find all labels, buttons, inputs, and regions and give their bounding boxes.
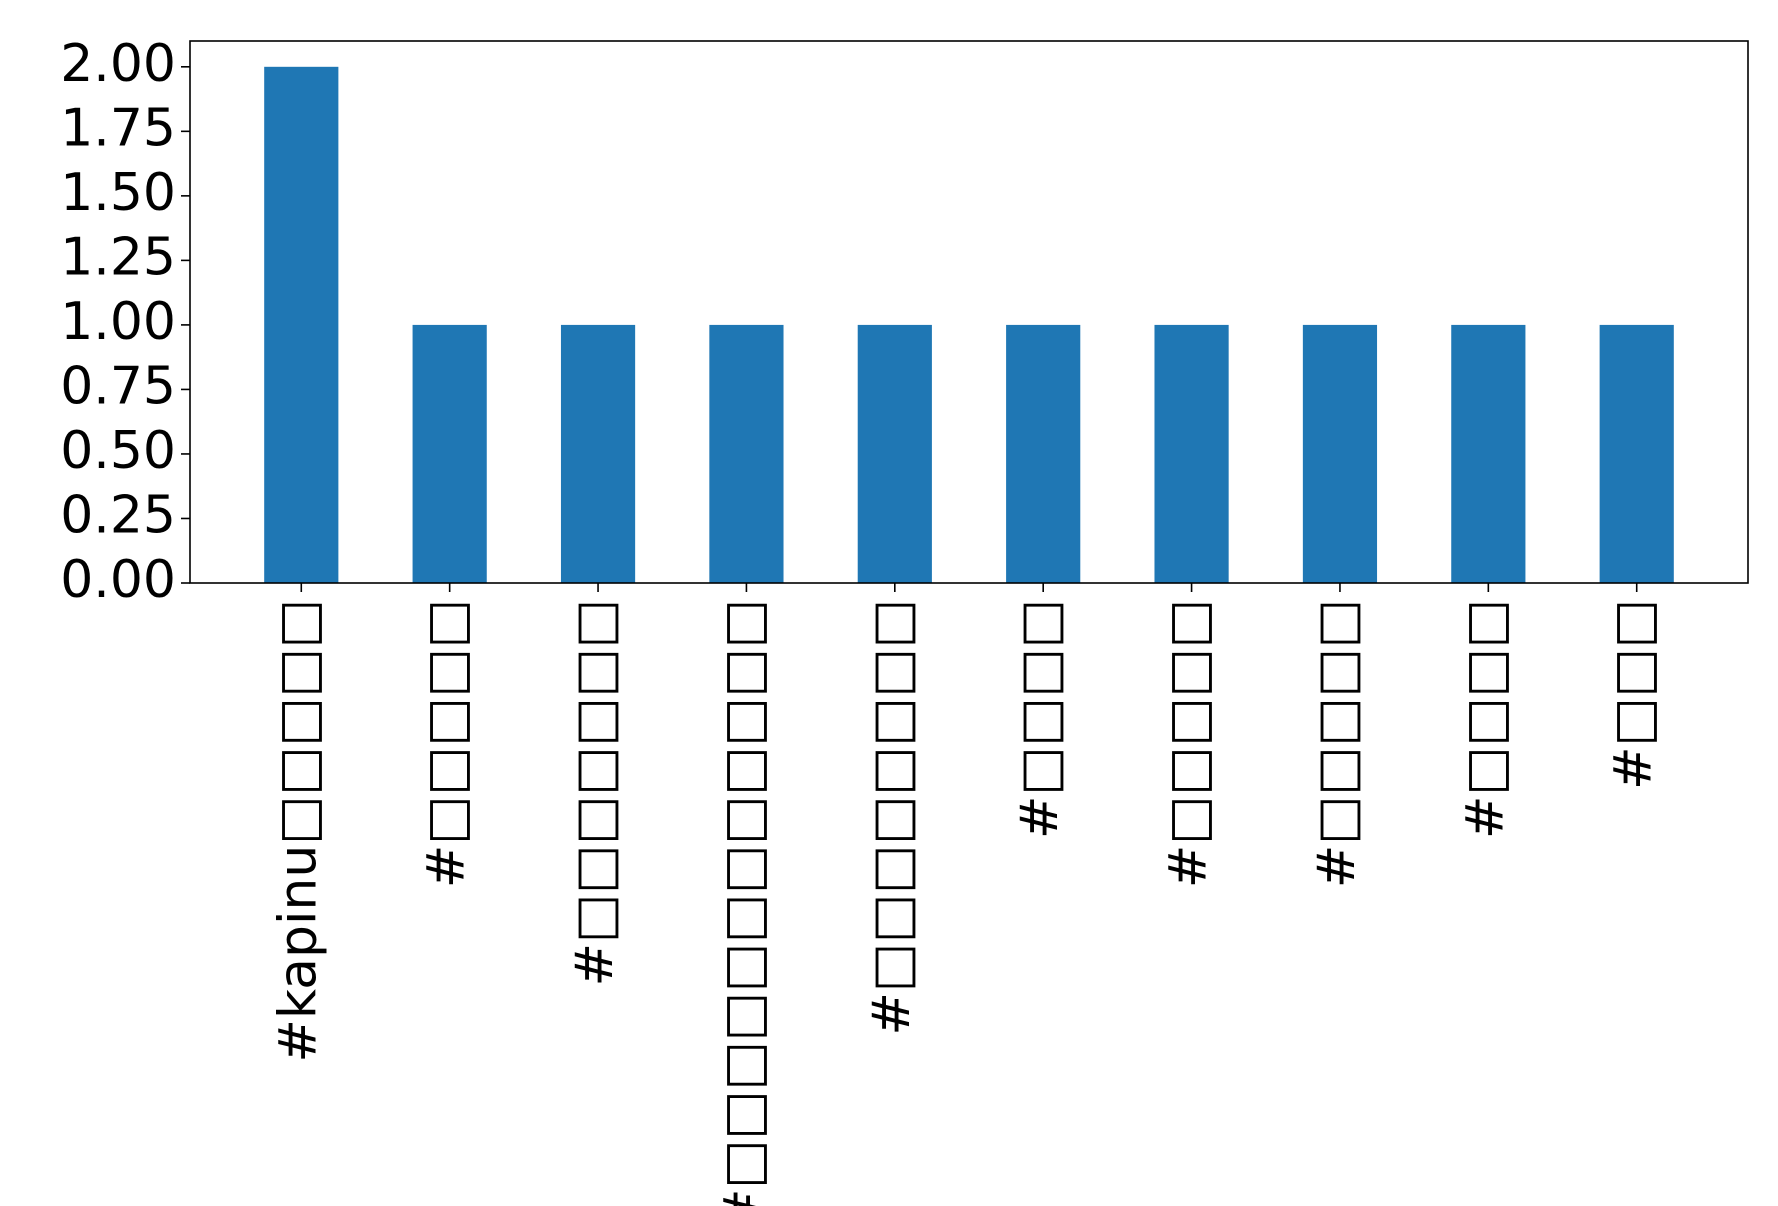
bar-0 (264, 66, 339, 584)
bar-5 (1006, 324, 1081, 583)
x-tick-label-8: #□□□□ (1455, 599, 1515, 839)
y-tick-label-1: 0.25 (60, 485, 176, 545)
x-tick-label-4: #□□□□□□□□ (862, 599, 922, 1036)
x-tick-label-3: #□□□□□□□□□□□□ (713, 599, 773, 1206)
x-tick-label-6: #□□□□□ (1159, 599, 1219, 888)
y-tick-label-0: 0.00 (60, 550, 176, 610)
x-tick-label-7: #□□□□□ (1307, 599, 1367, 888)
x-tick-label-1: #□□□□□ (417, 599, 477, 888)
bar-1 (412, 324, 487, 583)
y-tick-label-6: 1.50 (60, 163, 176, 223)
y-tick-label-7: 1.75 (60, 98, 176, 158)
y-tick-label-2: 0.50 (60, 421, 176, 481)
y-axis: 0.000.250.500.751.001.251.501.752.00 (60, 34, 190, 610)
plot-frame (189, 40, 1749, 584)
y-tick-label-8: 2.00 (60, 34, 176, 94)
x-axis: #kapinu□□□□□ #□□□□□ #□□□□□□□ #□□□□□□□□□□□□ #… (268, 583, 1664, 1206)
bar-3 (709, 324, 784, 583)
y-tick-label-5: 1.25 (60, 227, 176, 287)
x-tick-label-9: #□□□ (1604, 599, 1664, 790)
bar-4 (857, 324, 932, 583)
y-tick-label-3: 0.75 (60, 356, 176, 416)
bars-group (264, 66, 1674, 584)
bar-6 (1154, 324, 1229, 583)
x-tick-label-5: #□□□□ (1010, 599, 1070, 839)
y-tick-label-4: 1.00 (60, 292, 176, 352)
bar-7 (1302, 324, 1378, 583)
bar-2 (560, 324, 636, 583)
bar-9 (1599, 324, 1674, 583)
x-tick-label-2: #□□□□□□□ (565, 599, 625, 987)
bar-8 (1451, 324, 1526, 583)
x-tick-label-0: #kapinu□□□□□ (268, 599, 328, 1063)
